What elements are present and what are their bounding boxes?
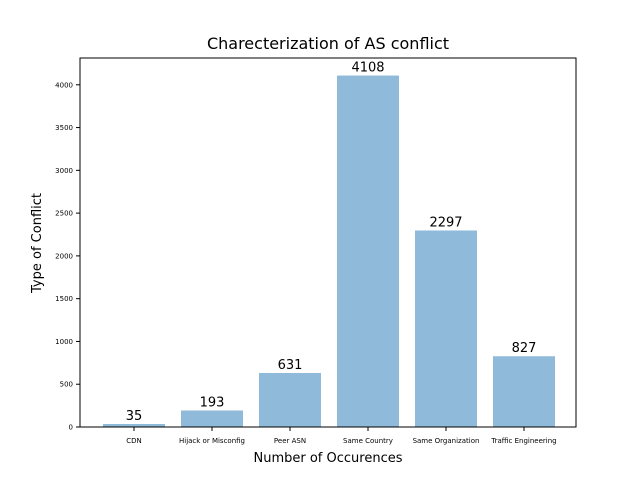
- x-tick-label: CDN: [126, 437, 142, 445]
- bar: [337, 75, 399, 428]
- bar: [415, 230, 477, 427]
- bar-value-label: 827: [512, 341, 537, 356]
- y-tick-label: 500: [60, 381, 73, 389]
- bar-value-label: 4108: [351, 61, 384, 76]
- bar: [103, 424, 165, 427]
- plot-frame: [79, 57, 577, 428]
- x-tick-label: Hijack or Misconfig: [179, 437, 245, 445]
- bar: [181, 410, 243, 427]
- x-tick-label: Same Country: [343, 437, 393, 445]
- bar: [493, 356, 555, 427]
- y-tick-label: 3000: [55, 167, 73, 175]
- x-tick-label: Traffic Engineering: [490, 437, 556, 445]
- bar-value-label: 631: [278, 358, 303, 373]
- x-tick-label: Peer ASN: [274, 437, 306, 445]
- y-tick-label: 1000: [55, 338, 73, 346]
- bar-value-label: 2297: [429, 215, 462, 230]
- y-tick-label: 1500: [55, 295, 73, 303]
- y-tick-label: 0: [69, 424, 73, 432]
- bar: [259, 373, 321, 427]
- plot-area: 0 500 1000 1500 2000 2500 3000 3500 4000 35 CDN 193…: [55, 61, 556, 445]
- x-tick-label: Same Organization: [413, 437, 480, 445]
- bar-value-label: 35: [126, 409, 143, 424]
- chart-title: Charecterization of AS conflict: [207, 34, 449, 53]
- y-tick-label: 4000: [55, 81, 73, 89]
- y-tick-label: 2000: [55, 252, 73, 260]
- y-tick-label: 2500: [55, 210, 73, 218]
- y-tick-label: 3500: [55, 124, 73, 132]
- x-axis-title: Number of Occurences: [254, 451, 403, 466]
- y-axis-title: Type of Conflict: [30, 193, 45, 294]
- bar-value-label: 193: [200, 395, 225, 410]
